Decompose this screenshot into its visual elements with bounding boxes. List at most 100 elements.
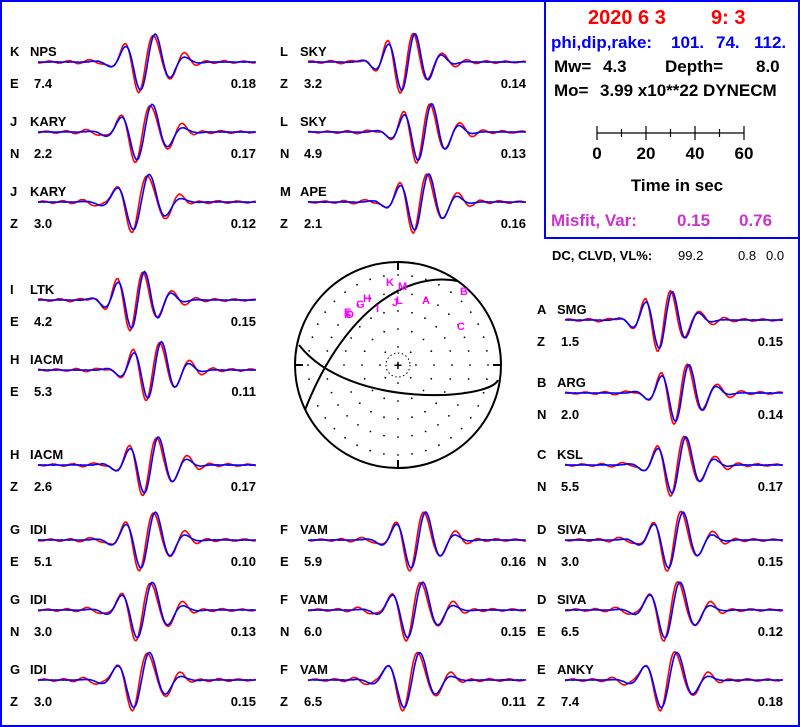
synthetic-waveform xyxy=(307,581,526,639)
grid-dot xyxy=(411,275,413,277)
mechanism-rake: 112. xyxy=(754,33,786,52)
synthetic-waveform xyxy=(564,364,783,422)
vl-value: 0.0 xyxy=(766,248,784,263)
mechanism-dip: 74. xyxy=(716,33,740,52)
trace-panel: C KSL N 5.5 0.17 xyxy=(537,435,783,498)
marker-e: E xyxy=(344,307,351,319)
focal-mechanism-sphere: + K M H G J I L F E D A B C xyxy=(294,261,502,469)
trace-letter: I xyxy=(10,282,14,297)
trace-amplitude: 0.15 xyxy=(501,624,526,639)
trace-component: Z xyxy=(10,479,18,494)
grid-dot xyxy=(363,377,366,380)
observed-waveform xyxy=(564,510,783,572)
grid-dot xyxy=(370,410,372,413)
trace-component: N xyxy=(537,479,546,494)
grid-dot xyxy=(449,350,452,352)
grid-dot xyxy=(369,430,372,433)
grid-dot xyxy=(316,323,319,325)
trace-component: Z xyxy=(10,694,18,709)
grid-dot xyxy=(316,405,319,407)
grid-dot xyxy=(469,417,472,419)
trace-distance: 3.0 xyxy=(34,216,52,231)
observed-waveform xyxy=(564,581,783,642)
grid-dot xyxy=(397,400,399,402)
observed-waveform xyxy=(37,582,256,642)
grid-dot xyxy=(460,300,463,303)
trace-amplitude: 0.17 xyxy=(758,479,783,494)
trace-amplitude: 0.13 xyxy=(501,146,526,161)
grid-dot xyxy=(383,397,386,400)
trace-component: N xyxy=(537,407,546,422)
grid-dot xyxy=(383,330,386,333)
synthetic-waveform xyxy=(37,173,256,231)
grid-dot xyxy=(424,449,427,452)
grid-dot xyxy=(411,311,413,314)
trace-distance: 2.2 xyxy=(34,146,52,161)
synthetic-waveform xyxy=(307,33,526,92)
grid-dot xyxy=(411,416,413,419)
event-time: 9: 3 xyxy=(711,7,745,29)
observed-waveform xyxy=(307,651,527,712)
trace-letter: L xyxy=(280,44,288,59)
trace-station: SIVA xyxy=(557,522,587,537)
trace-amplitude: 0.17 xyxy=(231,146,256,161)
trace-letter: H xyxy=(10,352,19,367)
trace-panel: L SKY Z 3.2 0.14 xyxy=(280,32,527,95)
waveform-traces: K NPS E 7.4 0.18 J KARY N 2.2 0.17 J KARY Z 3.0 0.12 I L… xyxy=(10,32,784,712)
observed-waveform xyxy=(307,32,526,95)
observed-waveform xyxy=(37,271,256,333)
grid-dot xyxy=(415,364,417,366)
trace-distance: 1.5 xyxy=(561,334,579,349)
mechanism-label: phi,dip,rake: xyxy=(551,33,652,52)
grid-dot xyxy=(411,453,413,455)
synthetic-waveform xyxy=(564,511,783,569)
trace-distance: 2.6 xyxy=(34,479,52,494)
trace-panel: H IACM Z 2.6 0.17 xyxy=(10,436,257,497)
depth-value: 8.0 xyxy=(756,57,780,76)
mo-label: Mo= xyxy=(554,81,589,100)
trace-letter: M xyxy=(280,184,291,199)
grid-dot xyxy=(350,337,353,339)
misfit-value: 0.15 xyxy=(677,211,710,230)
trace-component: Z xyxy=(537,694,545,709)
trace-distance: 4.9 xyxy=(304,146,322,161)
grid-dot xyxy=(333,300,336,303)
grid-dot xyxy=(383,453,385,455)
synthetic-waveform xyxy=(307,651,526,709)
grid-dot xyxy=(371,338,374,341)
grid-dot xyxy=(308,350,310,352)
observed-waveform xyxy=(307,173,526,235)
trace-amplitude: 0.18 xyxy=(231,76,256,91)
trace-distance: 5.5 xyxy=(561,479,579,494)
synthetic-waveform xyxy=(565,581,783,639)
trace-panel: D SIVA N 3.0 0.15 xyxy=(537,510,783,572)
grid-dot xyxy=(424,278,427,281)
trace-amplitude: 0.11 xyxy=(231,384,256,399)
trace-amplitude: 0.15 xyxy=(231,694,256,709)
trace-letter: F xyxy=(280,662,288,677)
trace-letter: H xyxy=(10,447,19,462)
trace-component: N xyxy=(537,554,546,569)
grid-dot xyxy=(469,311,472,313)
observed-waveform xyxy=(37,652,256,712)
grid-dot xyxy=(384,351,387,354)
marker-j: J xyxy=(392,297,398,309)
mechanism-phi: 101. xyxy=(671,33,704,52)
trace-distance: 5.3 xyxy=(34,384,52,399)
grid-dot xyxy=(356,283,358,286)
grid-dot xyxy=(344,436,346,439)
grid-dot xyxy=(457,324,459,326)
grid-dot xyxy=(424,430,427,433)
synthetic-waveform xyxy=(37,511,256,570)
grid-dot xyxy=(486,350,488,352)
trace-component: E xyxy=(10,384,19,399)
grid-dot xyxy=(411,434,413,437)
trace-panel: K NPS E 7.4 0.18 xyxy=(10,33,256,94)
trace-component: E xyxy=(537,624,546,639)
trace-station: IDI xyxy=(30,592,47,607)
grid-dot xyxy=(397,382,399,384)
grid-dot xyxy=(437,424,439,426)
trace-station: IDI xyxy=(30,662,47,677)
grid-dot xyxy=(397,418,399,420)
